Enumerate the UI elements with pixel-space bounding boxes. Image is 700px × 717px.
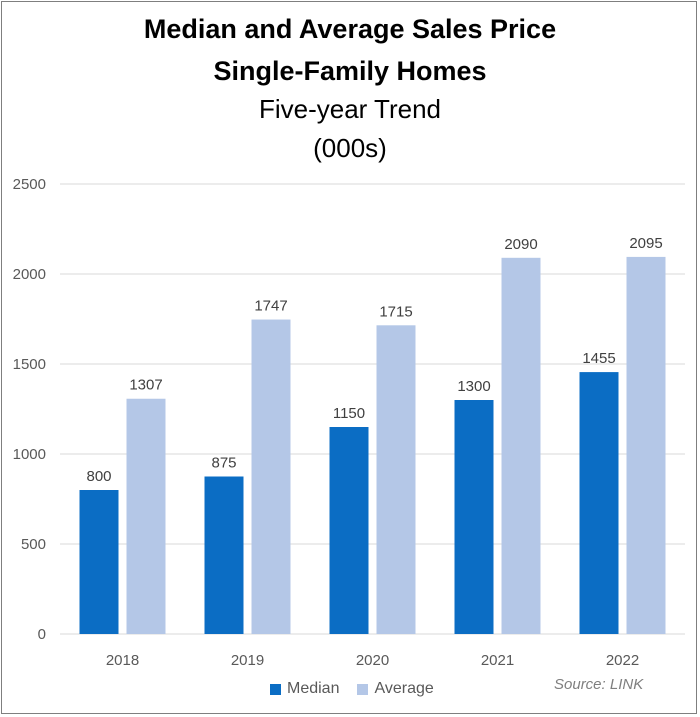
- x-tick-label-2021: 2021: [481, 652, 514, 669]
- data-label-average-2018: 1307: [129, 377, 162, 394]
- bar-median-2021: [454, 400, 494, 634]
- y-tick-label-0: 0: [38, 626, 46, 643]
- data-label-average-2019: 1747: [254, 298, 287, 315]
- data-label-median-2019: 875: [211, 455, 236, 472]
- data-label-median-2021: 1300: [457, 378, 490, 395]
- legend-swatch-average: [357, 683, 369, 695]
- chart-title: Median and Average Sales Price: [143, 14, 557, 44]
- legend-item-average: Average: [357, 680, 434, 698]
- y-tick-label-500: 500: [21, 536, 46, 553]
- bar-average-2019: [251, 319, 291, 634]
- legend-swatch-median: [270, 683, 281, 695]
- legend-label-average: Average: [374, 680, 434, 697]
- data-label-median-2020: 1150: [333, 405, 365, 422]
- bar-average-2018: [126, 398, 166, 634]
- chart-subtitle: Five-year Trend: [258, 94, 442, 124]
- legend-item-median: Median: [270, 680, 339, 698]
- bar-median-2022: [579, 372, 619, 634]
- x-tick-label-2022: 2022: [606, 652, 639, 669]
- legend-label-median: Median: [287, 680, 340, 697]
- bar-median-2018: [79, 490, 119, 634]
- legend: Median Average: [270, 680, 452, 698]
- bar-median-2019: [204, 476, 244, 634]
- data-label-median-2018: 800: [86, 468, 111, 485]
- chart-title-line-2: Single-Family Homes: [213, 56, 487, 86]
- chart-units: (000s): [313, 133, 387, 163]
- data-label-average-2021: 2090: [504, 236, 537, 253]
- y-tick-label-1000: 1000: [13, 446, 46, 463]
- data-label-average-2020: 1715: [379, 303, 412, 320]
- y-tick-label-2000: 2000: [13, 266, 46, 283]
- bar-median-2020: [329, 427, 369, 634]
- x-tick-label-2020: 2020: [356, 652, 389, 669]
- bar-average-2022: [626, 256, 666, 634]
- data-label-median-2022: 1455: [582, 350, 615, 367]
- source-note: Source: LINK: [554, 676, 644, 693]
- bar-average-2020: [376, 325, 416, 634]
- x-tick-label-2018: 2018: [106, 652, 139, 669]
- y-tick-label-2500: 2500: [13, 176, 46, 193]
- data-label-average-2022: 2095: [629, 235, 662, 252]
- y-tick-label-1500: 1500: [13, 356, 46, 373]
- bar-average-2021: [501, 257, 541, 634]
- x-tick-label-2019: 2019: [231, 652, 264, 669]
